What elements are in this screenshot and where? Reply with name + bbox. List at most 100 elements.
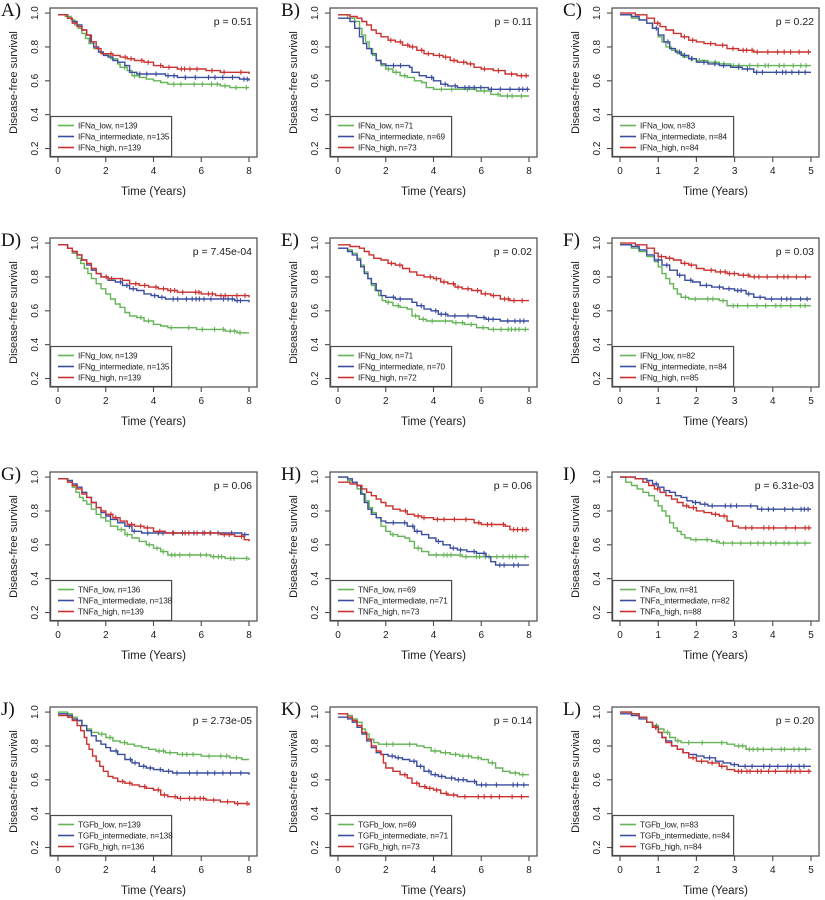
y-tick-label: 0.4 <box>310 806 321 820</box>
x-tick-label: 2 <box>103 166 109 177</box>
legend-label-intermediate: IFNa_intermediate, n=69 <box>358 132 445 141</box>
legend-label-high: IFNg_high, n=139 <box>78 373 142 382</box>
y-tick-label: 0.4 <box>310 337 321 351</box>
y-tick-label: 0.2 <box>30 605 41 619</box>
survival-panel-F: F) 0 1 2 3 4 5 0.2 0.4 0.6 0.8 1.0 Disease-free surv… <box>562 230 825 431</box>
x-tick-label: 0 <box>55 166 61 177</box>
censor-marks-high <box>108 511 244 539</box>
censor-marks-high <box>655 20 811 55</box>
y-tick-label: 0.8 <box>592 40 603 54</box>
censor-marks-high <box>655 486 812 531</box>
legend-label-high: TGFb_high, n=136 <box>78 842 145 851</box>
x-tick-label: 0 <box>617 630 623 641</box>
y-tick-label: 1.0 <box>310 705 321 719</box>
km-curve-high <box>620 711 811 772</box>
survival-panel-J: J) 0 2 4 6 8 0.2 0.4 0.6 0.8 1.0 Disease-free survi… <box>0 699 263 900</box>
x-tick-label: 1 <box>655 630 661 641</box>
y-tick-label: 0.2 <box>592 605 603 619</box>
y-tick-label: 0.6 <box>310 537 321 551</box>
y-tick-label: 1.0 <box>30 470 41 484</box>
legend-label-intermediate: IFNa_intermediate, n=84 <box>640 132 727 141</box>
censor-marks-high <box>108 51 244 75</box>
p-value-label: p = 0.02 <box>494 246 532 258</box>
p-value-label: p = 0.14 <box>494 715 532 727</box>
censor-marks-high <box>388 260 525 304</box>
y-tick-label: 0.8 <box>310 270 321 284</box>
x-tick-label: 2 <box>694 166 700 177</box>
survival-panel-A: A) 0 2 4 6 8 0.2 0.4 0.6 0.8 1.0 Disease-free survi… <box>0 0 263 201</box>
x-axis-label: Time (Years) <box>121 885 186 897</box>
legend-label-low: IFNg_low, n=71 <box>358 351 414 360</box>
x-tick-label: 6 <box>478 396 484 407</box>
panel-letter: F) <box>563 230 580 251</box>
x-tick-label: 8 <box>246 166 252 177</box>
y-tick-label: 0.8 <box>592 270 603 284</box>
survival-panel-L: L) 0 1 2 3 4 5 0.2 0.4 0.6 0.8 1.0 Disease-free surv… <box>562 699 825 900</box>
legend: TNFa_low, n=136 TNFa_intermediate, n=138 T… <box>49 579 173 622</box>
p-value-label: p = 0.51 <box>214 16 252 28</box>
panel-plot: 0 2 4 6 8 0.2 0.4 0.6 0.8 1.0 Disease-free surviva… <box>288 705 538 897</box>
legend-label-low: TGFb_low, n=139 <box>78 820 141 829</box>
km-curve-high <box>58 14 250 74</box>
censor-marks-low <box>118 527 250 561</box>
censor-marks-low <box>99 731 239 761</box>
x-tick-label: 4 <box>151 630 157 641</box>
y-tick-label: 0.2 <box>310 840 321 854</box>
x-tick-label: 2 <box>694 630 700 641</box>
y-tick-label: 0.8 <box>30 40 41 54</box>
legend-label-low: TNFa_low, n=136 <box>78 585 141 594</box>
legend-label-intermediate: IFNg_intermediate, n=70 <box>358 362 445 371</box>
censor-marks-low <box>385 299 528 332</box>
censor-marks-intermediate <box>653 25 808 75</box>
legend-label-high: IFNa_high, n=84 <box>640 143 699 152</box>
x-tick-label: 8 <box>526 630 532 641</box>
x-tick-label: 3 <box>732 865 738 876</box>
x-axis-label: Time (Years) <box>683 885 748 897</box>
x-tick-label: 0 <box>335 865 341 876</box>
legend-label-high: TNFa_high, n=139 <box>78 607 144 616</box>
km-curve-high <box>620 12 811 53</box>
y-tick-label: 1.0 <box>592 470 603 484</box>
y-tick-label: 1.0 <box>310 470 321 484</box>
panel-plot: 0 2 4 6 8 0.2 0.4 0.6 0.8 1.0 Disease-free surviva… <box>288 236 538 428</box>
y-tick-label: 1.0 <box>592 705 603 719</box>
censor-marks-low <box>390 532 528 560</box>
km-curve-intermediate <box>338 17 529 90</box>
km-curve-low <box>58 14 249 89</box>
x-tick-label: 8 <box>246 396 252 407</box>
x-axis-label: Time (Years) <box>401 416 466 428</box>
x-axis-label: Time (Years) <box>121 186 186 198</box>
legend-label-high: TGFb_high, n=84 <box>640 842 702 851</box>
y-tick-label: 0.2 <box>30 141 41 155</box>
y-axis-label: Disease-free survival <box>8 261 20 364</box>
km-curve-high <box>338 14 529 77</box>
legend-label-low: IFNa_low, n=83 <box>640 121 696 130</box>
y-tick-label: 0.6 <box>30 772 41 786</box>
x-tick-label: 0 <box>335 166 341 177</box>
y-tick-label: 0.8 <box>30 270 41 284</box>
y-tick-label: 0.4 <box>30 107 41 121</box>
x-tick-label: 0 <box>617 865 623 876</box>
y-axis-label: Disease-free survival <box>8 31 20 134</box>
x-tick-label: 6 <box>198 865 204 876</box>
x-tick-label: 2 <box>103 396 109 407</box>
x-tick-label: 4 <box>431 865 437 876</box>
x-axis-label: Time (Years) <box>121 416 186 428</box>
y-tick-label: 1.0 <box>310 6 321 20</box>
y-tick-label: 0.4 <box>592 806 603 820</box>
p-value-label: p = 0.06 <box>494 480 532 492</box>
survival-panel-D: D) 0 2 4 6 8 0.2 0.4 0.6 0.8 1.0 Disease-free survi… <box>0 230 263 431</box>
x-tick-label: 1 <box>655 396 661 407</box>
legend-label-high: IFNa_high, n=73 <box>358 143 417 152</box>
legend-label-low: TGFb_low, n=83 <box>640 820 699 829</box>
x-tick-label: 2 <box>383 166 389 177</box>
y-axis-label: Disease-free survival <box>570 261 582 364</box>
panel-letter: J) <box>1 699 15 720</box>
km-curve-low <box>338 247 529 331</box>
censor-marks-high <box>402 508 529 533</box>
legend-label-intermediate: IFNg_intermediate, n=84 <box>640 362 727 371</box>
x-tick-label: 0 <box>55 630 61 641</box>
legend-label-low: TNFa_low, n=69 <box>358 585 416 594</box>
x-tick-label: 6 <box>478 630 484 641</box>
survival-panel-G: G) 0 2 4 6 8 0.2 0.4 0.6 0.8 1.0 Disease-free survi… <box>0 464 263 665</box>
